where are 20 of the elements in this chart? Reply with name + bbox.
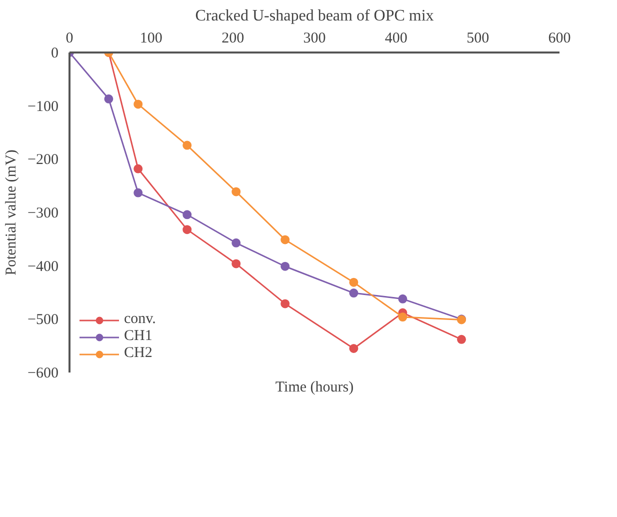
x-tick-label: 500 — [466, 30, 490, 46]
legend-label: CH2 — [124, 345, 152, 362]
y-tick-label: 0 — [51, 46, 58, 62]
y-tick-label: −200 — [28, 152, 59, 168]
x-tick-label: 300 — [303, 30, 326, 46]
x-tick-label: 200 — [222, 30, 244, 46]
y-tick-label: −100 — [28, 98, 59, 115]
chart-title: Cracked U-shaped beam of OPC mix — [195, 8, 434, 24]
x-axis-title: Time (hours) — [275, 380, 354, 396]
legend-label: conv. — [124, 311, 156, 328]
x-tick-label: 600 — [548, 30, 571, 46]
y-tick-label: −600 — [28, 366, 59, 382]
y-tick-label: −400 — [28, 258, 59, 275]
x-tick-label: 0 — [66, 30, 74, 46]
x-tick-label: 100 — [140, 30, 162, 46]
legend-label: CH1 — [124, 328, 152, 345]
y-axis-title: Potential value (mV) — [4, 150, 20, 276]
y-tick-label: −500 — [28, 312, 59, 328]
x-tick-label: 400 — [384, 30, 408, 46]
y-tick-label: −300 — [28, 206, 59, 222]
